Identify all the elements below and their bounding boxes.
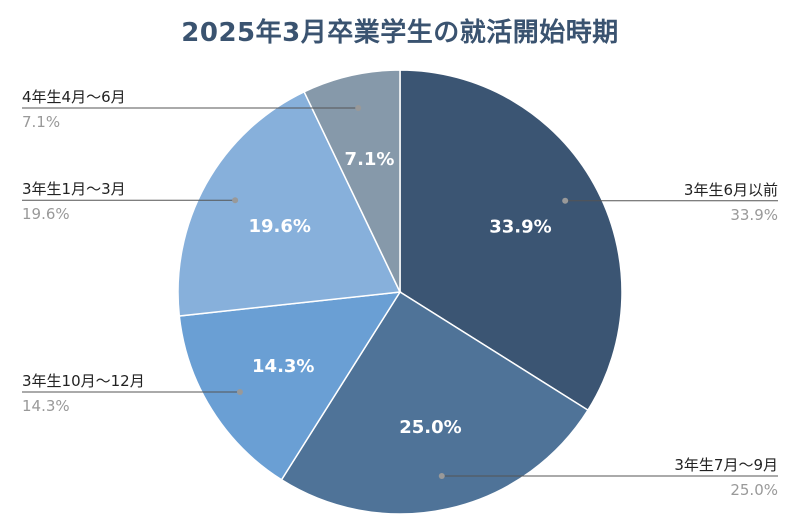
pie-slices bbox=[177, 69, 623, 515]
slice-outside-value-label: 25.0% bbox=[730, 481, 778, 499]
slice-category-label: 4年生4月〜6月 bbox=[22, 88, 126, 106]
slice-category-label: 3年生7月〜9月 bbox=[674, 456, 778, 474]
slice-outside-value-label: 7.1% bbox=[22, 113, 60, 131]
slice-outside-value-label: 33.9% bbox=[730, 206, 778, 224]
slice-category-label: 3年生10月〜12月 bbox=[22, 372, 145, 390]
inside-value-labels: 33.9% 25.0% 14.3% 19.6% 7.1% bbox=[249, 149, 552, 438]
slice-value-label: 14.3% bbox=[252, 356, 314, 377]
leader-lines bbox=[22, 104, 778, 480]
leader-dot bbox=[232, 197, 239, 204]
slice-category-label: 3年生6月以前 bbox=[684, 181, 778, 199]
slice-outside-value-label: 14.3% bbox=[22, 397, 70, 415]
pie-slice bbox=[280, 290, 589, 515]
slice-category-label: 3年生1月〜3月 bbox=[22, 180, 126, 198]
pie-slice bbox=[178, 291, 402, 481]
chart-title: 2025年3月卒業学生の就活開始時期 bbox=[181, 18, 619, 48]
slice-outside-value-label: 19.6% bbox=[22, 205, 70, 223]
leader-dot bbox=[355, 104, 362, 111]
slice-value-label: 7.1% bbox=[345, 149, 395, 170]
leader-dot bbox=[562, 197, 569, 204]
outside-labels: 3年生6月以前 33.9% 3年生7月〜9月 25.0% 3年生10月〜12月 14.3%… bbox=[22, 88, 778, 499]
leader-dot bbox=[438, 473, 445, 480]
slice-value-label: 25.0% bbox=[399, 417, 461, 438]
pie-slice bbox=[177, 90, 402, 317]
leader-dot bbox=[236, 388, 243, 395]
slice-value-label: 33.9% bbox=[489, 216, 551, 237]
pie-slice bbox=[399, 69, 623, 412]
slice-value-label: 19.6% bbox=[249, 216, 311, 237]
pie-slice bbox=[303, 69, 401, 293]
